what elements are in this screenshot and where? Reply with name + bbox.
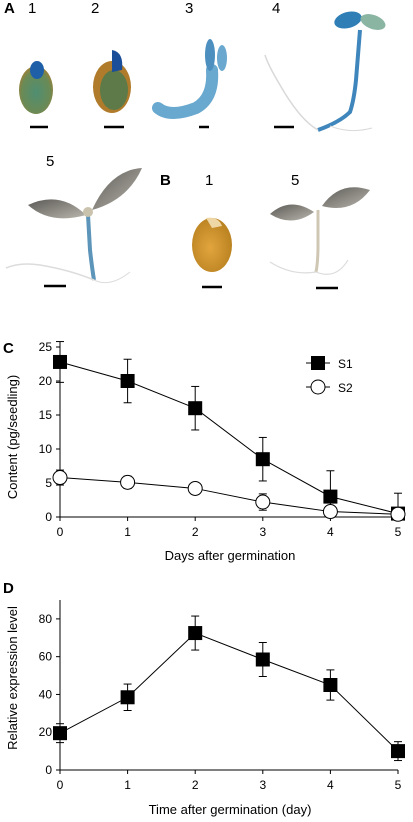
y-tick-label: 80: [39, 612, 53, 626]
seedling-photographs: [5, 11, 386, 290]
x-axis-title: Days after germination: [165, 548, 296, 563]
data-point: [255, 494, 271, 510]
y-tick-label: 5: [45, 476, 52, 490]
data-point: [52, 470, 68, 486]
panel-a-letter: A: [4, 0, 15, 17]
x-tick-label: 5: [395, 525, 402, 539]
y-tick-label: 0: [45, 510, 52, 524]
seedling-label-a5: 5: [46, 153, 55, 170]
data-point: [323, 489, 338, 504]
data-point: [188, 401, 203, 416]
x-tick-label: 3: [259, 525, 266, 539]
x-tick-label: 2: [192, 778, 199, 792]
legend-marker: [311, 356, 325, 370]
x-tick-label: 0: [57, 778, 64, 792]
legend-marker: [310, 379, 326, 395]
data-point: [53, 726, 67, 741]
seedling-label-a2: 2: [91, 0, 100, 17]
x-tick-label: 1: [124, 778, 131, 792]
y-tick-label: 40: [39, 687, 53, 701]
y-tick-label: 0: [45, 763, 52, 777]
data-point: [120, 374, 135, 388]
seedling-label-a4: 4: [272, 0, 281, 17]
panel-b-letter: B: [160, 172, 171, 189]
seedling-a2: [93, 50, 131, 129]
y-tick-label: 60: [39, 650, 53, 664]
x-tick-label: 3: [259, 778, 266, 792]
series-line: [59, 361, 399, 515]
x-tick-label: 1: [124, 525, 131, 539]
seedling-a1: [19, 61, 53, 129]
seedling-a4: [264, 11, 386, 132]
y-tick-label: 25: [39, 340, 53, 354]
data-point: [391, 744, 405, 759]
data-point: [255, 652, 270, 667]
seedling-b1: [192, 217, 232, 289]
legend-label: S1: [338, 357, 353, 371]
seedling-a3: [152, 39, 227, 129]
seedling-a5: [5, 168, 142, 288]
y-tick-label: 20: [39, 374, 53, 388]
data-point: [53, 354, 67, 369]
x-tick-label: 0: [57, 525, 64, 539]
panel-d-letter: D: [3, 580, 14, 597]
data-point: [120, 690, 135, 705]
data-point: [323, 678, 338, 692]
chart-d: Relative expression level Time after ger…: [5, 600, 405, 817]
data-point: [322, 504, 338, 520]
series-line: [59, 632, 399, 752]
x-tick-label: 4: [327, 525, 334, 539]
x-tick-label: 4: [327, 778, 334, 792]
series-line: [59, 477, 399, 515]
data-point: [255, 452, 270, 467]
y-axis-title: Relative expression level: [5, 606, 20, 750]
y-axis-title: Content (pg/seedling): [5, 375, 20, 499]
legend-label: S2: [338, 381, 353, 395]
x-axis-title: Time after germination (day): [149, 802, 312, 817]
data-point: [187, 480, 203, 496]
seedling-label-b1: 1: [205, 172, 214, 189]
seedling-label-a3: 3: [185, 0, 194, 17]
seedling-label-b5: 5: [291, 172, 300, 189]
x-tick-label: 5: [395, 778, 402, 792]
panel-c-letter: C: [3, 340, 14, 357]
data-point: [188, 626, 203, 641]
data-point: [390, 506, 406, 522]
y-tick-label: 15: [39, 408, 53, 422]
seedling-label-a1: 1: [28, 0, 37, 17]
x-tick-label: 2: [192, 525, 199, 539]
seedling-b5: [269, 187, 370, 290]
y-tick-label: 10: [39, 442, 53, 456]
chart-c: Content (pg/seedling) Days after germina…: [5, 340, 406, 563]
y-tick-label: 20: [39, 725, 53, 739]
data-point: [120, 474, 136, 490]
